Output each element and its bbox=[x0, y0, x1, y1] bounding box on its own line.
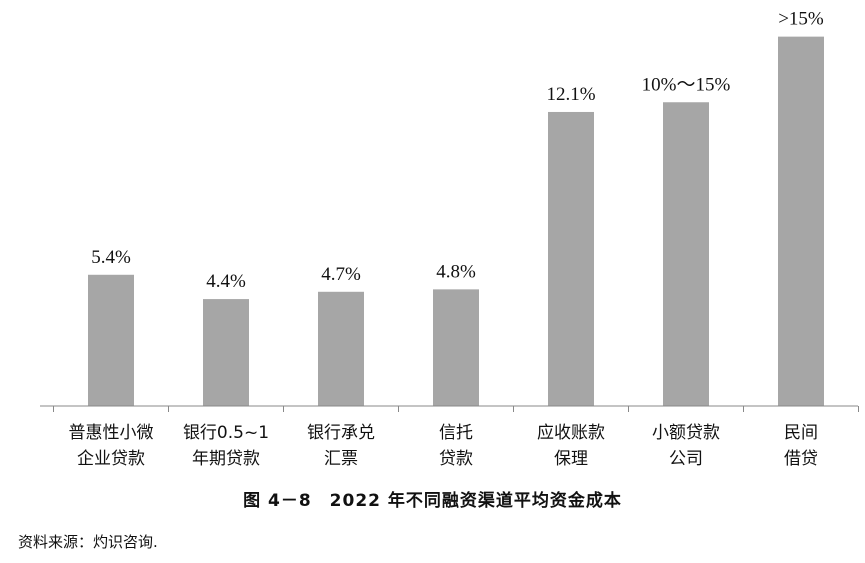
x-axis bbox=[40, 405, 859, 412]
data-label-7: >15% bbox=[778, 9, 824, 30]
bar-3 bbox=[318, 291, 364, 406]
tick-label-2-line-1: 银行0.5~1 bbox=[183, 423, 269, 443]
bar-4 bbox=[433, 289, 479, 406]
bar-2 bbox=[203, 299, 249, 406]
tick-label-6-line-2: 公司 bbox=[669, 449, 703, 469]
tick-label-3-line-1: 银行承兑 bbox=[307, 423, 375, 443]
tick-label-5-line-2: 保理 bbox=[554, 449, 588, 469]
tick-label-1-line-1: 普惠性小微 bbox=[69, 423, 154, 443]
tick-label-7-line-1: 民间 bbox=[784, 423, 818, 443]
bars-group bbox=[88, 36, 824, 406]
tick-label-1-line-2: 企业贷款 bbox=[77, 449, 145, 469]
tick-label-6-line-1: 小额贷款 bbox=[652, 423, 720, 443]
bar-5 bbox=[548, 111, 594, 406]
bar-7 bbox=[778, 36, 824, 406]
tick-label-2-line-2: 年期贷款 bbox=[192, 449, 260, 469]
data-label-2: 4.4% bbox=[206, 271, 246, 292]
bar-1 bbox=[88, 274, 134, 406]
source-note: 资料来源：灼识咨询. bbox=[18, 533, 158, 551]
data-labels-group: 5.4% 4.4% 4.7% 4.8% 12.1% 10%～15% >15% bbox=[91, 9, 824, 292]
data-label-5: 12.1% bbox=[546, 84, 595, 105]
data-label-3: 4.7% bbox=[321, 264, 361, 285]
bar-chart: 5.4% 4.4% 4.7% 4.8% 12.1% 10%～15% >15% 普惠性小微企业… bbox=[40, 9, 859, 469]
bar-6 bbox=[663, 102, 709, 406]
tick-label-4-line-2: 贷款 bbox=[439, 449, 473, 469]
tick-label-5-line-1: 应收账款 bbox=[537, 423, 605, 443]
tick-label-7-line-2: 借贷 bbox=[784, 449, 818, 469]
figure-caption: 图 4－8 2022 年不同融资渠道平均资金成本 bbox=[243, 491, 622, 511]
data-label-4: 4.8% bbox=[436, 261, 476, 282]
data-label-1: 5.4% bbox=[91, 247, 131, 268]
tick-label-4-line-1: 信托 bbox=[439, 423, 473, 443]
tick-label-3-line-2: 汇票 bbox=[324, 449, 358, 469]
data-label-6: 10%～15% bbox=[642, 74, 731, 95]
